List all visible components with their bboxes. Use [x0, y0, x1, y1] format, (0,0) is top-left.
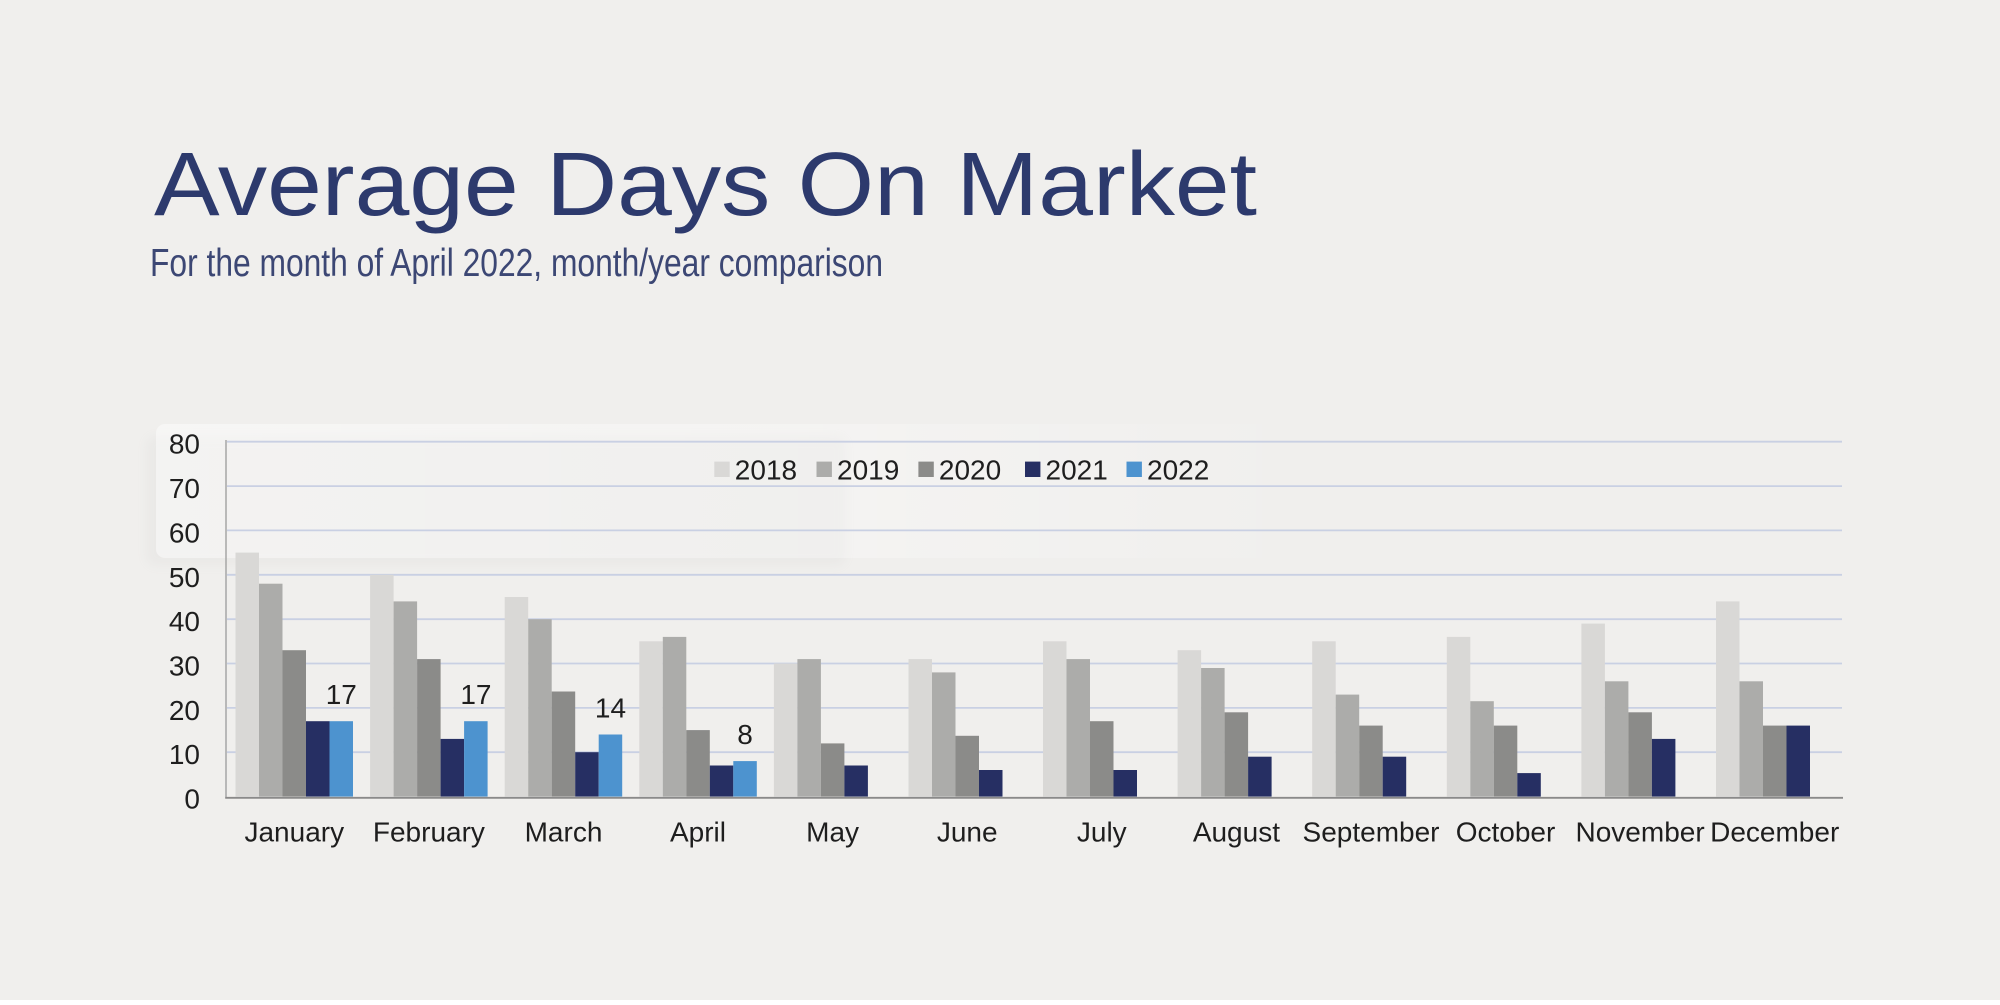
svg-text:20: 20	[169, 695, 200, 726]
svg-text:10: 10	[169, 739, 200, 770]
svg-text:February: February	[373, 817, 485, 848]
svg-text:January: January	[244, 817, 344, 848]
svg-text:November: November	[1576, 817, 1705, 848]
svg-text:0: 0	[184, 784, 200, 815]
svg-text:30: 30	[169, 651, 200, 682]
svg-text:2018: 2018	[735, 455, 797, 486]
svg-text:17: 17	[326, 679, 357, 710]
svg-text:June: June	[937, 817, 998, 848]
svg-text:March: March	[525, 817, 603, 848]
svg-text:December: December	[1710, 817, 1839, 848]
svg-text:For the month of April 2022, m: For the month of April 2022, month/year …	[150, 242, 883, 285]
svg-text:October: October	[1456, 817, 1556, 848]
svg-text:April: April	[670, 817, 726, 848]
svg-text:2020: 2020	[939, 455, 1001, 486]
svg-text:2021: 2021	[1046, 455, 1108, 486]
svg-text:8: 8	[737, 719, 753, 750]
svg-text:2019: 2019	[837, 455, 899, 486]
svg-text:Average Days On Market: Average Days On Market	[154, 135, 1257, 235]
svg-text:70: 70	[169, 473, 200, 504]
svg-text:August: August	[1193, 817, 1280, 848]
svg-text:May: May	[806, 817, 859, 848]
svg-text:July: July	[1077, 817, 1127, 848]
svg-text:50: 50	[169, 562, 200, 593]
svg-text:14: 14	[595, 693, 626, 724]
svg-text:60: 60	[169, 517, 200, 548]
svg-text:2022: 2022	[1147, 455, 1209, 486]
svg-text:17: 17	[460, 679, 491, 710]
svg-text:40: 40	[169, 606, 200, 637]
svg-text:80: 80	[169, 429, 200, 460]
svg-text:September: September	[1303, 817, 1440, 848]
